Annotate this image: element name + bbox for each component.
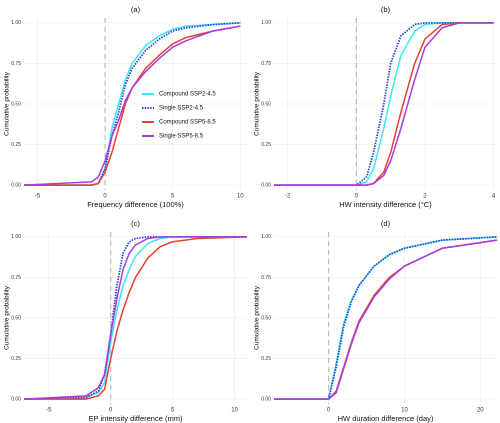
x-tick-label: -2 — [285, 194, 291, 200]
legend-label: Single SSP2-4.5 — [159, 106, 204, 112]
cdf-line — [23, 236, 247, 400]
y-tick-label: 0.00 — [261, 396, 271, 402]
y-axis-label: Cumulative probability — [254, 71, 261, 136]
y-tick-label: 1.00 — [261, 20, 271, 26]
y-tick-label: 0.75 — [261, 61, 271, 67]
cdf-line — [274, 239, 498, 400]
y-tick-label: 0.00 — [11, 182, 21, 188]
y-tick-label: 0.00 — [11, 396, 21, 402]
y-tick-label: 1.00 — [261, 234, 271, 240]
y-tick-label: 0.75 — [11, 275, 21, 281]
y-tick-label: 0.50 — [11, 101, 21, 107]
y-tick-label: 0.25 — [11, 142, 21, 148]
cdf-line — [274, 21, 494, 187]
cdf-line — [23, 235, 247, 401]
cdf-line — [23, 25, 241, 186]
y-tick-label: 0.50 — [261, 315, 271, 321]
panel-title: (b) — [381, 5, 391, 14]
x-tick-label: 0 — [355, 194, 359, 200]
x-tick-label: 0 — [109, 408, 113, 414]
x-tick-label: 20 — [477, 408, 484, 414]
legend-label: Single SSP5-8.5 — [159, 134, 204, 140]
x-tick-label: -5 — [46, 408, 52, 414]
x-axis-label: Frequency difference (100%) — [87, 200, 184, 209]
x-tick-label: 5 — [171, 194, 175, 200]
y-axis-label: Cumulative probability — [4, 71, 11, 136]
panel: 0.00 0.25 0.50 0.75 1.00 -5 0 5 10 (c) EP intensit… — [4, 219, 248, 423]
x-tick-label: 5 — [171, 408, 175, 414]
x-tick-label: 10 — [231, 408, 238, 414]
legend-label: Compound SSP2-4.5 — [159, 92, 216, 98]
y-tick-label: 0.75 — [11, 61, 21, 67]
panel: 0.00 0.25 0.50 0.75 1.00 -2 0 2 4 (b) HW intensity… — [254, 5, 497, 209]
y-tick-label: 1.00 — [11, 234, 21, 240]
x-tick-label: -5 — [35, 194, 41, 200]
cdf-line — [24, 21, 241, 187]
x-tick-label: 10 — [237, 194, 244, 200]
y-tick-label: 0.25 — [261, 142, 271, 148]
x-tick-label: 0 — [103, 194, 107, 200]
cdf-line — [274, 22, 494, 186]
x-tick-label: 10 — [401, 408, 408, 414]
panel-title: (a) — [131, 5, 141, 14]
y-tick-label: 0.00 — [261, 182, 271, 188]
panel: 0.00 0.25 0.50 0.75 1.00 -5 0 5 10 (a) Frequency d… — [4, 5, 247, 209]
legend-label: Compound SSP5-8.5 — [159, 120, 216, 126]
y-tick-label: 0.50 — [11, 315, 21, 321]
x-tick-label: 4 — [492, 194, 496, 200]
x-tick-label: 2 — [423, 194, 427, 200]
panel-title: (c) — [131, 219, 140, 228]
panel-title: (d) — [381, 219, 391, 228]
y-tick-label: 1.00 — [11, 20, 21, 26]
cdf-line — [274, 235, 498, 401]
y-axis-label: Cumulative probability — [254, 285, 261, 350]
y-tick-label: 0.50 — [261, 101, 271, 107]
cdf-line — [24, 25, 241, 186]
y-tick-label: 0.25 — [261, 356, 271, 362]
y-tick-label: 0.25 — [11, 356, 21, 362]
cdf-line — [24, 236, 248, 400]
x-axis-label: EP intensity difference (mm) — [89, 414, 183, 423]
x-axis-label: HW intensity difference (°C) — [339, 200, 432, 209]
y-tick-label: 0.75 — [261, 275, 271, 281]
x-axis-label: HW duration difference (day) — [338, 414, 434, 423]
y-axis-label: Cumulative probability — [4, 285, 11, 350]
x-tick-label: 0 — [327, 408, 331, 414]
panel: 0.00 0.25 0.50 0.75 1.00 0 10 20 (d) HW duration … — [254, 219, 498, 423]
